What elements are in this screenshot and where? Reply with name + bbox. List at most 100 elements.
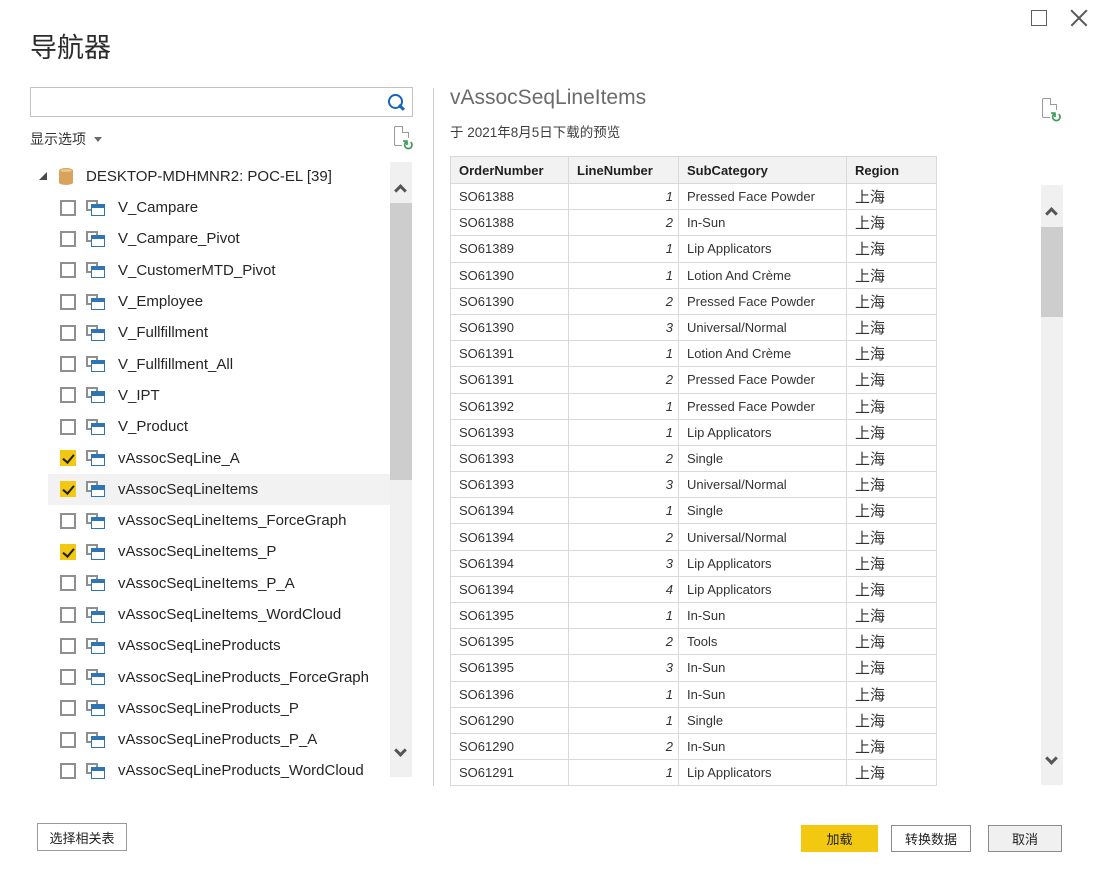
checkbox[interactable] — [60, 700, 76, 717]
tree-item[interactable]: vAssocSeqLineItems_ForceGraph — [48, 505, 390, 536]
scroll-up-icon[interactable] — [390, 178, 412, 202]
tree-item[interactable]: V_Campare — [48, 192, 390, 223]
tree-item[interactable]: V_Campare_Pivot — [48, 223, 390, 254]
tree-item[interactable]: vAssocSeqLineProducts_WordCloud — [48, 755, 390, 786]
cell-linenumber: 2 — [568, 523, 679, 551]
table-row: SO61395 1 In-Sun 上海 — [450, 601, 937, 630]
checkbox[interactable] — [60, 293, 76, 310]
tree-item[interactable]: vAssocSeqLineProducts_ForceGraph — [48, 661, 390, 692]
display-options-dropdown[interactable]: 显示选项 — [30, 128, 102, 150]
scroll-down-icon[interactable] — [390, 743, 412, 767]
table-icon — [86, 543, 105, 560]
cell-ordernumber: SO61390 — [450, 313, 569, 342]
cell-linenumber: 3 — [568, 654, 679, 682]
table-row: SO61390 2 Pressed Face Powder 上海 — [450, 287, 937, 315]
refresh-icon: ↻ — [1050, 109, 1062, 125]
checkbox[interactable] — [60, 669, 76, 686]
tree-item[interactable]: V_Employee — [48, 286, 390, 317]
cell-region: 上海 — [846, 601, 937, 630]
select-related-tables-button[interactable]: 选择相关表 — [37, 823, 127, 851]
checkbox[interactable] — [60, 481, 76, 498]
checkbox[interactable] — [60, 199, 76, 216]
load-button[interactable]: 加载 — [801, 825, 878, 852]
tree-item[interactable]: vAssocSeqLineProducts — [48, 630, 390, 661]
tree-item-label: V_Campare_Pivot — [118, 230, 240, 248]
table-row: SO61392 1 Pressed Face Powder 上海 — [450, 392, 937, 420]
tree-item[interactable]: vAssocSeqLineItems_P — [48, 536, 390, 567]
tree-item[interactable]: vAssocSeqLine_A — [48, 442, 390, 473]
cell-region: 上海 — [846, 471, 937, 499]
checkbox[interactable] — [60, 418, 76, 435]
checkbox[interactable] — [60, 230, 76, 247]
cell-region: 上海 — [846, 732, 937, 761]
checkbox[interactable] — [60, 606, 76, 623]
tree-item[interactable]: V_Product — [48, 411, 390, 442]
tree-item[interactable]: vAssocSeqLineItems — [48, 473, 390, 505]
tree-scrollbar[interactable] — [390, 162, 412, 777]
cancel-button[interactable]: 取消 — [988, 825, 1062, 852]
transform-data-button[interactable]: 转换数据 — [891, 825, 971, 852]
tree-item-label: vAssocSeqLineItems_P — [118, 543, 277, 561]
refresh-preview-button[interactable]: ↻ — [1040, 97, 1062, 125]
cell-region: 上海 — [846, 628, 937, 656]
tree-item[interactable]: vAssocSeqLineProducts_P — [48, 693, 390, 724]
refresh-icon: ↻ — [402, 137, 414, 153]
table-row: SO61394 4 Lip Applicators 上海 — [450, 575, 937, 604]
search-icon[interactable] — [387, 93, 406, 112]
table-row: SO61394 2 Universal/Normal 上海 — [450, 523, 937, 551]
cell-subcategory: Universal/Normal — [678, 313, 847, 342]
checkbox[interactable] — [60, 512, 76, 529]
tree-root-node[interactable]: DESKTOP-MDHMNR2: POC-EL [39] — [30, 160, 390, 192]
cell-ordernumber: SO61391 — [450, 366, 569, 394]
tree-item-label: vAssocSeqLineItems — [118, 480, 259, 498]
checkbox[interactable] — [60, 762, 76, 779]
table-row: SO61291 1 Lip Applicators 上海 — [450, 759, 937, 787]
close-icon[interactable] — [1069, 8, 1089, 28]
tree-item[interactable]: vAssocSeqLineItems_WordCloud — [48, 599, 390, 630]
tree-item-label: V_IPT — [118, 386, 160, 404]
tree-item[interactable]: V_IPT — [48, 380, 390, 411]
refresh-tree-button[interactable]: ↻ — [392, 125, 414, 153]
tree-item-label: V_Campare — [118, 199, 199, 217]
cell-linenumber: 3 — [568, 549, 679, 577]
checkbox[interactable] — [60, 262, 76, 279]
cell-ordernumber: SO61395 — [450, 628, 569, 656]
cell-ordernumber: SO61390 — [450, 261, 569, 289]
cell-ordernumber: SO61395 — [450, 654, 569, 682]
preview-scrollbar-thumb[interactable] — [1041, 227, 1063, 317]
tree-item[interactable]: V_CustomerMTD_Pivot — [48, 255, 390, 286]
preview-scrollbar[interactable] — [1041, 185, 1063, 785]
tree-item-label: vAssocSeqLineProducts_P_A — [118, 731, 318, 749]
tree-item[interactable]: vAssocSeqLineItems_P_A — [48, 568, 390, 599]
cell-ordernumber: SO61394 — [450, 523, 569, 551]
checkbox[interactable] — [60, 637, 76, 654]
maximize-icon[interactable] — [1031, 10, 1047, 26]
cell-subcategory: Lip Applicators — [678, 235, 847, 263]
table-icon — [86, 356, 105, 373]
cell-ordernumber: SO61388 — [450, 182, 569, 211]
checkbox[interactable] — [60, 731, 76, 748]
scroll-down-icon[interactable] — [1041, 751, 1063, 775]
tree-item[interactable]: V_Fullfillment_All — [48, 348, 390, 379]
tree-item[interactable]: V_Fullfillment — [48, 317, 390, 348]
tree-scrollbar-thumb[interactable] — [390, 203, 412, 480]
checkbox[interactable] — [60, 575, 76, 592]
column-header-ordernumber: OrderNumber — [450, 156, 569, 184]
column-header-region: Region — [846, 156, 937, 184]
checkbox[interactable] — [60, 450, 76, 467]
expand-arrow-icon[interactable] — [39, 172, 47, 180]
checkbox[interactable] — [60, 324, 76, 341]
tree-item[interactable]: vAssocSeqLineProducts_P_A — [48, 724, 390, 755]
cell-ordernumber: SO61389 — [450, 235, 569, 263]
cell-linenumber: 2 — [568, 628, 679, 656]
scroll-up-icon[interactable] — [1041, 201, 1063, 225]
checkbox[interactable] — [60, 387, 76, 404]
checkbox[interactable] — [60, 356, 76, 373]
checkbox[interactable] — [60, 543, 76, 560]
search-input[interactable] — [35, 90, 380, 114]
cell-region: 上海 — [846, 313, 937, 342]
search-box[interactable] — [30, 87, 413, 117]
cell-region: 上海 — [846, 182, 937, 211]
cell-linenumber: 1 — [568, 706, 679, 734]
cell-linenumber: 2 — [568, 209, 679, 237]
